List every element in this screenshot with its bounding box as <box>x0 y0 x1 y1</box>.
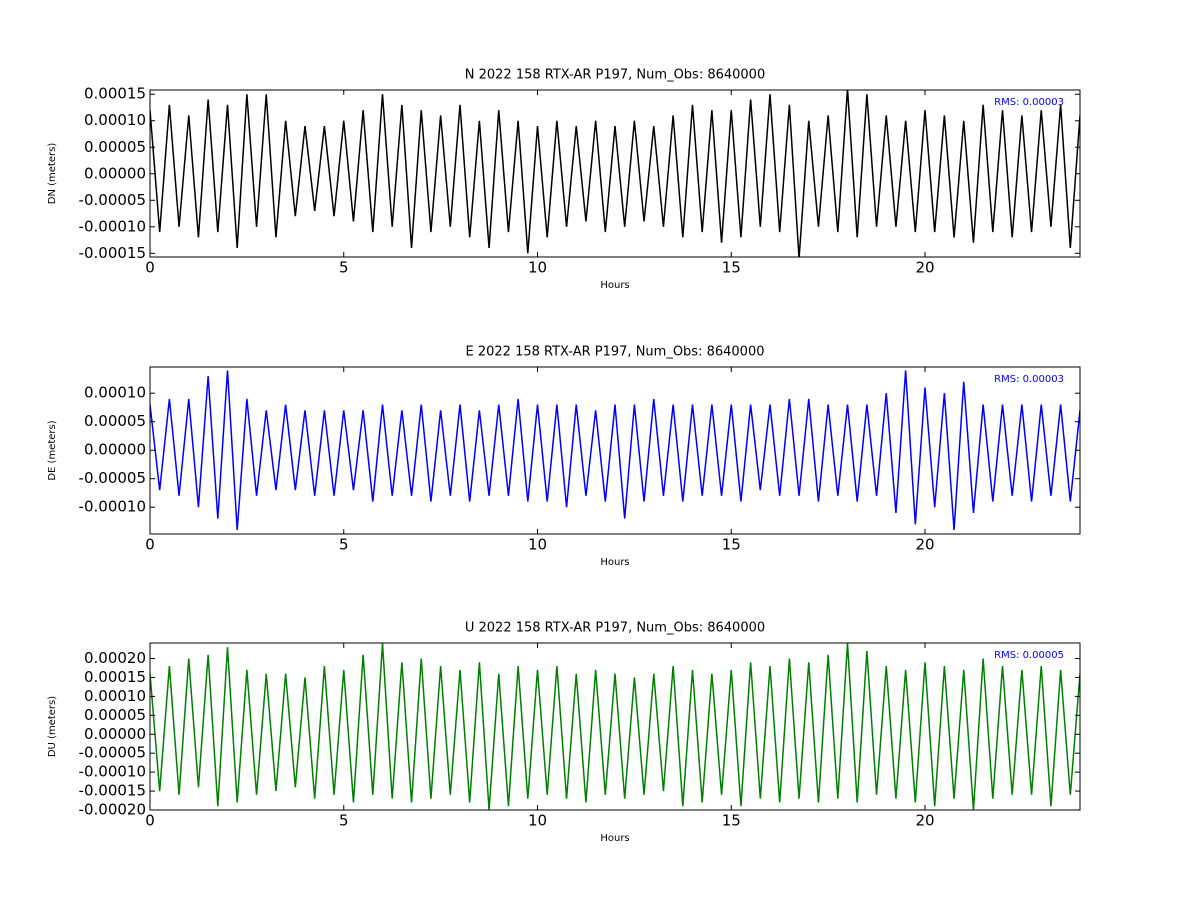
y-tick-label: 0.00000 <box>84 725 146 743</box>
y-tick-label: -0.00020 <box>79 801 146 819</box>
y-tick-label: 0.00015 <box>84 85 146 103</box>
y-axis-label: DN (meters) <box>47 143 58 205</box>
y-tick-label: -0.00005 <box>79 744 146 762</box>
x-tick-label: 0 <box>145 259 155 277</box>
y-tick-label: -0.00010 <box>79 763 146 781</box>
x-tick-label: 0 <box>145 812 155 830</box>
data-line <box>150 90 1080 257</box>
x-tick-label: 15 <box>722 536 741 554</box>
x-tick-label: 20 <box>915 536 934 554</box>
x-tick-label: 10 <box>528 259 547 277</box>
y-tick-label: -0.00005 <box>79 191 146 209</box>
rms-annotation: RMS: 0.00003 <box>994 97 1064 108</box>
y-tick-label: 0.00010 <box>84 687 146 705</box>
y-tick-label: -0.00015 <box>79 244 146 262</box>
y-tick-label: 0.00000 <box>84 441 146 459</box>
x-tick-label: 5 <box>339 259 349 277</box>
y-tick-label: -0.00010 <box>79 498 146 516</box>
y-tick-label: 0.00020 <box>84 649 146 667</box>
y-tick-label: -0.00010 <box>79 217 146 235</box>
x-tick-label: 15 <box>722 259 741 277</box>
panel-title: U 2022 158 RTX-AR P197, Num_Obs: 8640000 <box>465 621 765 636</box>
y-tick-label: 0.00010 <box>84 384 146 402</box>
y-tick-label: 0.00000 <box>84 164 146 182</box>
y-tick-label: 0.00005 <box>84 706 146 724</box>
data-line <box>150 643 1080 810</box>
axes-frame <box>149 366 1081 535</box>
axes-frame <box>149 89 1081 258</box>
x-tick-label: 0 <box>145 536 155 554</box>
y-axis-label: DE (meters) <box>47 420 58 480</box>
y-tick-label: 0.00005 <box>84 412 146 430</box>
y-tick-label: 0.00015 <box>84 668 146 686</box>
panel-title: E 2022 158 RTX-AR P197, Num_Obs: 8640000 <box>466 345 765 360</box>
x-tick-label: 5 <box>339 812 349 830</box>
rms-annotation: RMS: 0.00005 <box>994 650 1064 661</box>
x-tick-label: 10 <box>528 536 547 554</box>
panel-title: N 2022 158 RTX-AR P197, Num_Obs: 8640000 <box>465 68 765 83</box>
y-tick-label: -0.00015 <box>79 782 146 800</box>
x-tick-label: 5 <box>339 536 349 554</box>
x-tick-label: 20 <box>915 259 934 277</box>
x-axis-label: Hours <box>600 833 629 844</box>
y-tick-label: 0.00005 <box>84 138 146 156</box>
y-tick-label: 0.00010 <box>84 111 146 129</box>
data-line <box>150 370 1080 531</box>
x-tick-label: 10 <box>528 812 547 830</box>
x-tick-label: 20 <box>915 812 934 830</box>
y-tick-label: -0.00005 <box>79 469 146 487</box>
x-axis-label: Hours <box>600 557 629 568</box>
axes-frame <box>149 642 1081 811</box>
rms-annotation: RMS: 0.00003 <box>994 374 1064 385</box>
y-axis-label: DU (meters) <box>47 696 58 757</box>
x-axis-label: Hours <box>600 280 629 291</box>
x-tick-label: 15 <box>722 812 741 830</box>
